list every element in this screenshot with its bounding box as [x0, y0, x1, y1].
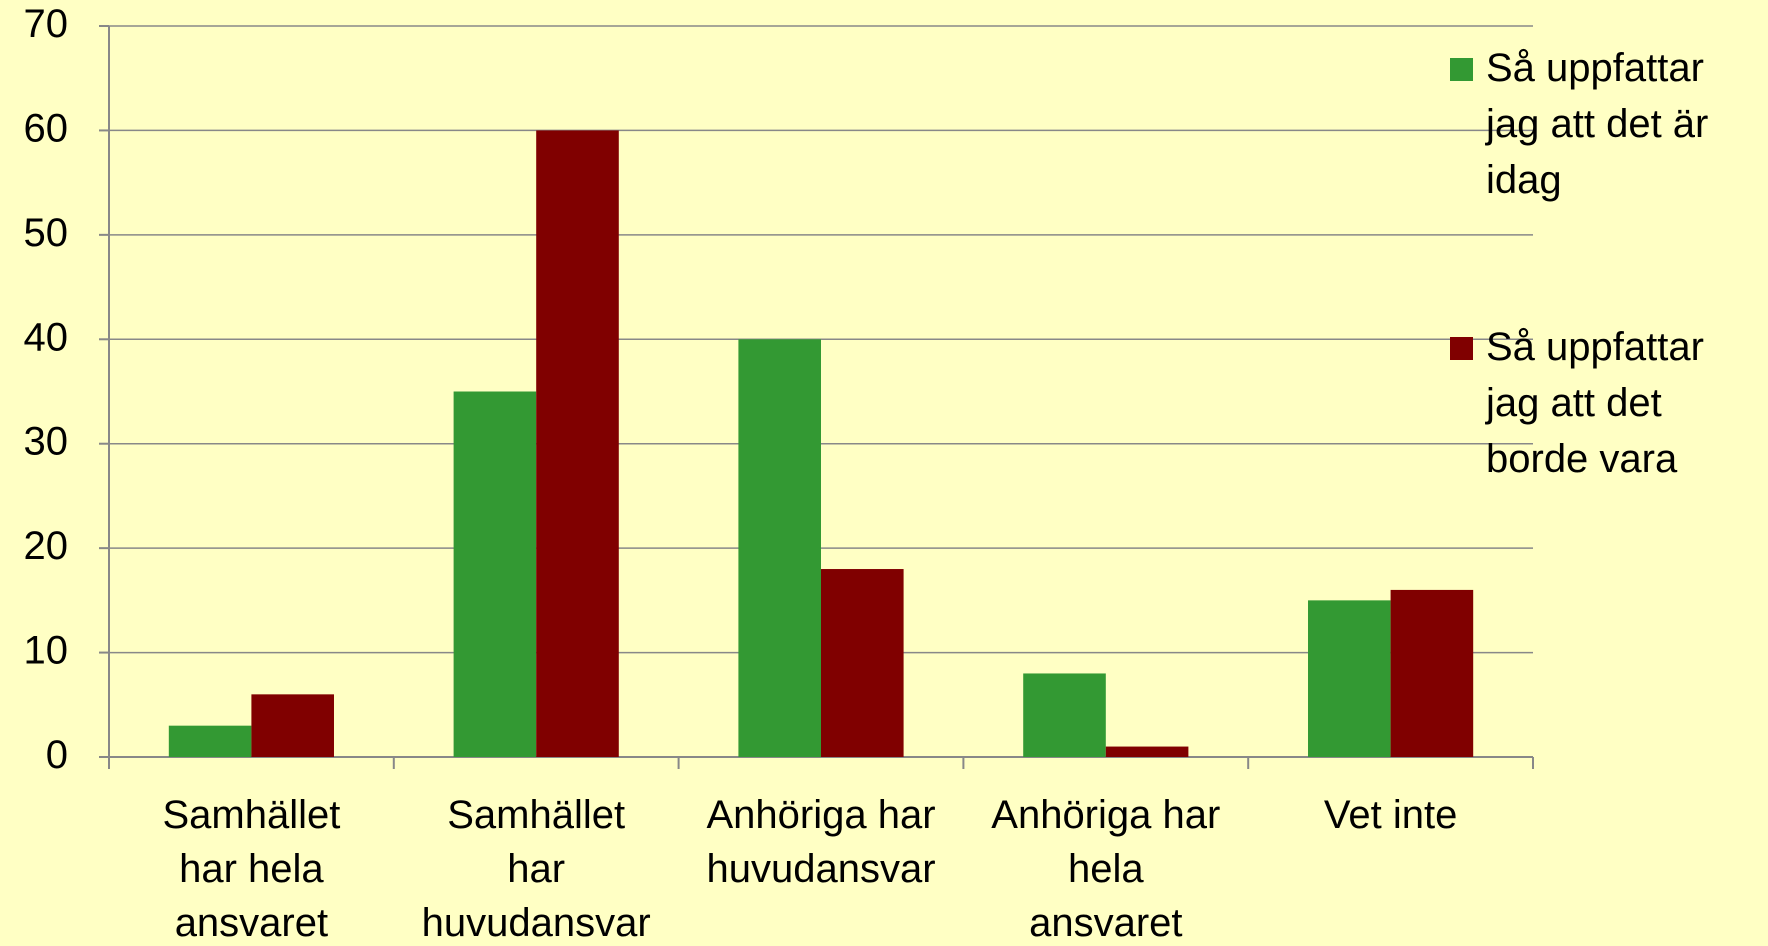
bar	[453, 391, 537, 757]
bar	[738, 339, 821, 757]
bar	[251, 694, 334, 757]
bar	[1390, 589, 1474, 757]
bar	[1308, 600, 1391, 757]
bar	[536, 130, 619, 757]
bar	[1105, 746, 1189, 757]
legend-label: Så uppfattar jag att det är idag	[1485, 46, 1708, 202]
legend-swatch	[1450, 337, 1473, 360]
bar	[821, 569, 904, 757]
x-tick-label: Anhöriga har huvudansvar	[706, 793, 935, 891]
y-tick-label: 10	[24, 628, 69, 672]
bar	[168, 725, 252, 757]
x-tick-label: Samhället har hela ansvaret	[162, 793, 340, 945]
y-tick-label: 60	[24, 106, 69, 150]
x-tick-label: Anhöriga har hela ansvaret	[991, 793, 1220, 945]
y-tick-label: 20	[24, 524, 69, 568]
x-tick-label: Vet inte	[1324, 793, 1457, 837]
legend-swatch	[1450, 58, 1473, 81]
y-tick-label: 70	[24, 2, 69, 46]
y-tick-label: 30	[24, 419, 69, 463]
bar	[1023, 673, 1106, 757]
y-tick-label: 0	[46, 733, 68, 777]
legend-label: Så uppfattar jag att det borde vara	[1485, 325, 1704, 481]
y-tick-label: 50	[24, 210, 69, 254]
y-tick-label: 40	[24, 315, 69, 359]
x-tick-label: Samhället har huvudansvar	[422, 793, 651, 945]
